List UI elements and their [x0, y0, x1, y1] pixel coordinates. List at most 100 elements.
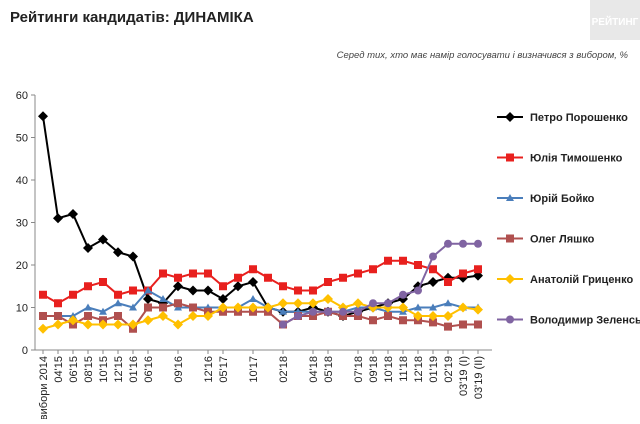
marker: [369, 299, 377, 308]
legend-marker: [505, 112, 515, 122]
marker: [248, 277, 258, 287]
x-tick-label: 01'19: [428, 356, 440, 383]
y-tick-label: 60: [16, 90, 28, 102]
marker: [159, 303, 167, 312]
x-tick-label: 12'15: [113, 356, 125, 383]
marker: [324, 307, 332, 316]
marker: [69, 290, 77, 299]
marker: [279, 307, 287, 315]
marker: [399, 256, 407, 265]
x-tick-label: 10'18: [383, 356, 395, 383]
marker: [459, 239, 467, 248]
x-tick-label: 10'17: [248, 356, 260, 383]
x-tick-label: 11'18: [398, 356, 410, 382]
marker: [428, 277, 438, 287]
x-tick-label: вибори 2014: [38, 356, 50, 419]
marker: [308, 298, 318, 309]
marker: [129, 303, 137, 311]
y-tick-label: 30: [16, 218, 28, 230]
x-tick-label: 12'16: [203, 356, 215, 383]
marker: [384, 312, 392, 320]
marker: [384, 256, 392, 265]
marker: [444, 278, 452, 286]
marker: [339, 273, 347, 282]
x-tick-label: 12'18: [413, 356, 425, 383]
marker: [84, 282, 92, 291]
marker: [294, 312, 302, 320]
x-tick-label: 06'15: [68, 356, 80, 383]
marker: [218, 294, 228, 304]
x-tick-label: 09'16: [173, 356, 185, 383]
marker: [84, 303, 92, 311]
x-tick-label: 06'16: [143, 356, 155, 383]
marker: [458, 302, 468, 313]
marker: [384, 299, 392, 308]
marker: [98, 234, 108, 245]
marker: [414, 303, 422, 311]
marker: [219, 282, 227, 291]
marker: [339, 307, 347, 316]
marker: [159, 269, 167, 278]
marker: [144, 303, 152, 312]
marker: [83, 243, 93, 253]
marker: [354, 312, 362, 320]
marker: [354, 269, 362, 278]
marker: [143, 315, 153, 326]
marker: [114, 299, 122, 307]
x-tick-label: 01'16: [128, 356, 140, 383]
marker: [339, 312, 347, 320]
marker: [234, 273, 242, 282]
marker: [68, 209, 78, 219]
marker: [263, 302, 273, 313]
marker: [369, 265, 377, 274]
marker: [38, 323, 48, 334]
marker: [444, 322, 452, 331]
marker: [173, 281, 183, 292]
marker: [53, 319, 63, 330]
x-tick-label: 07'18: [353, 356, 365, 383]
marker: [399, 316, 407, 325]
marker: [84, 312, 92, 320]
marker: [248, 302, 258, 313]
legend-label: Юлія Тимошенко: [530, 153, 623, 165]
y-tick-label: 10: [16, 303, 28, 315]
marker: [114, 290, 122, 299]
marker: [128, 251, 138, 262]
marker: [54, 299, 62, 308]
marker: [99, 278, 107, 286]
marker: [414, 261, 422, 269]
legend-label: Юрій Бойко: [530, 193, 595, 205]
x-tick-label: 10'15: [98, 356, 110, 383]
marker: [369, 316, 377, 325]
legend-label: Петро Порошенко: [530, 112, 628, 124]
legend-label: Анатолій Гриценко: [530, 274, 633, 286]
marker: [414, 286, 422, 295]
chart-subtitle: Серед тих, хто має намір голосувати і ви…: [337, 50, 629, 61]
marker: [54, 312, 62, 320]
x-tick-label: 02'19: [443, 356, 455, 383]
marker: [189, 303, 197, 312]
marker: [429, 252, 437, 261]
marker: [113, 247, 123, 258]
marker: [429, 303, 437, 311]
marker: [264, 273, 272, 282]
marker: [473, 304, 483, 315]
marker: [188, 285, 198, 296]
legend-marker: [506, 315, 514, 324]
marker: [279, 320, 287, 329]
marker: [459, 269, 467, 278]
marker: [128, 319, 138, 330]
marker: [129, 286, 137, 295]
marker: [353, 298, 363, 309]
x-tick-label: 04'15: [53, 356, 65, 383]
marker: [249, 295, 257, 302]
y-tick-label: 50: [16, 133, 28, 145]
marker: [474, 239, 482, 248]
marker: [143, 294, 153, 304]
marker: [459, 320, 467, 329]
marker: [188, 311, 198, 321]
x-tick-label: 02'18: [278, 356, 290, 383]
marker: [203, 311, 213, 321]
marker: [233, 281, 243, 292]
